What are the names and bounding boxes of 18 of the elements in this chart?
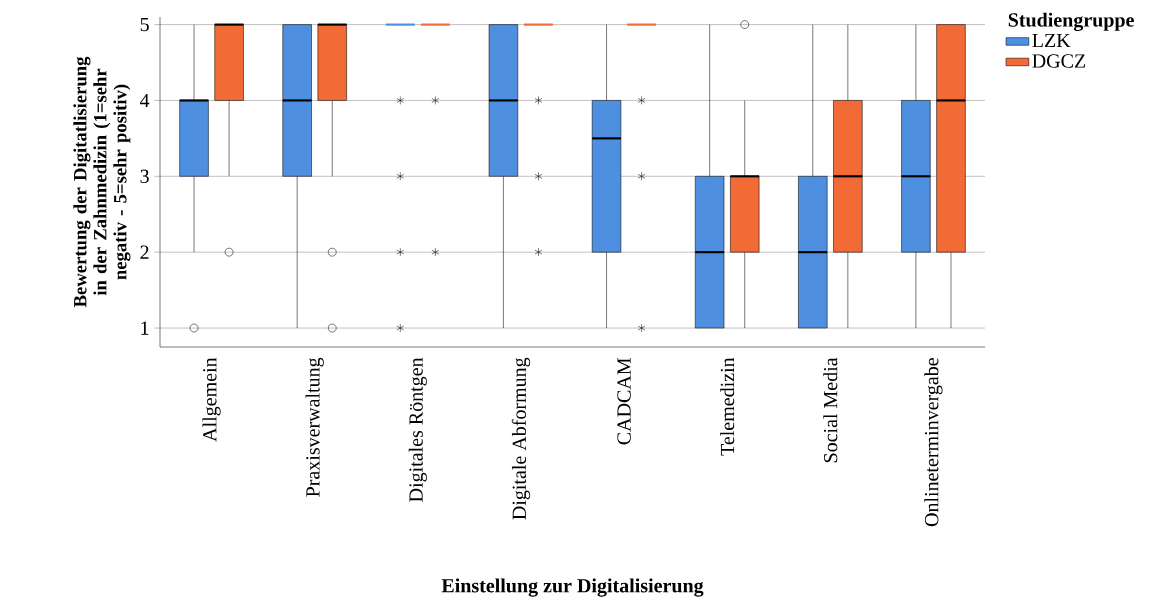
x-tick-label: Praxisverwaltung [305,357,324,497]
legend-label: LZK [1032,33,1071,47]
y-tick-label: 4 [140,93,150,108]
x-tick-label: CADCAM [617,358,631,445]
y-axis-title: Bewertung der Digitatlisierung in der Zahnmedizin (1=sehr negativ - 5=sehr positiv) [73,56,131,308]
x-tick-label: Digitales Röntgen [408,357,427,502]
x-tick-label: Digitale Abformung [511,357,531,520]
legend-title: Studiengruppe [1008,12,1134,31]
x-tick-label: Onlineterminvergabe [924,358,943,527]
y-tick-label: 1 [141,321,149,335]
legend-label: DGCZ [1032,54,1086,68]
x-axis-title: Einstellung zur Digitalisierung [441,578,704,597]
y-tick-label: 3 [140,169,149,184]
x-tick-label: Telemedizin [720,357,735,456]
x-tick-label: Allgemein [202,357,221,442]
y-tick-label: 2 [140,245,149,259]
y-tick-label: 5 [140,17,149,32]
x-tick-label: Social Media [823,357,838,463]
